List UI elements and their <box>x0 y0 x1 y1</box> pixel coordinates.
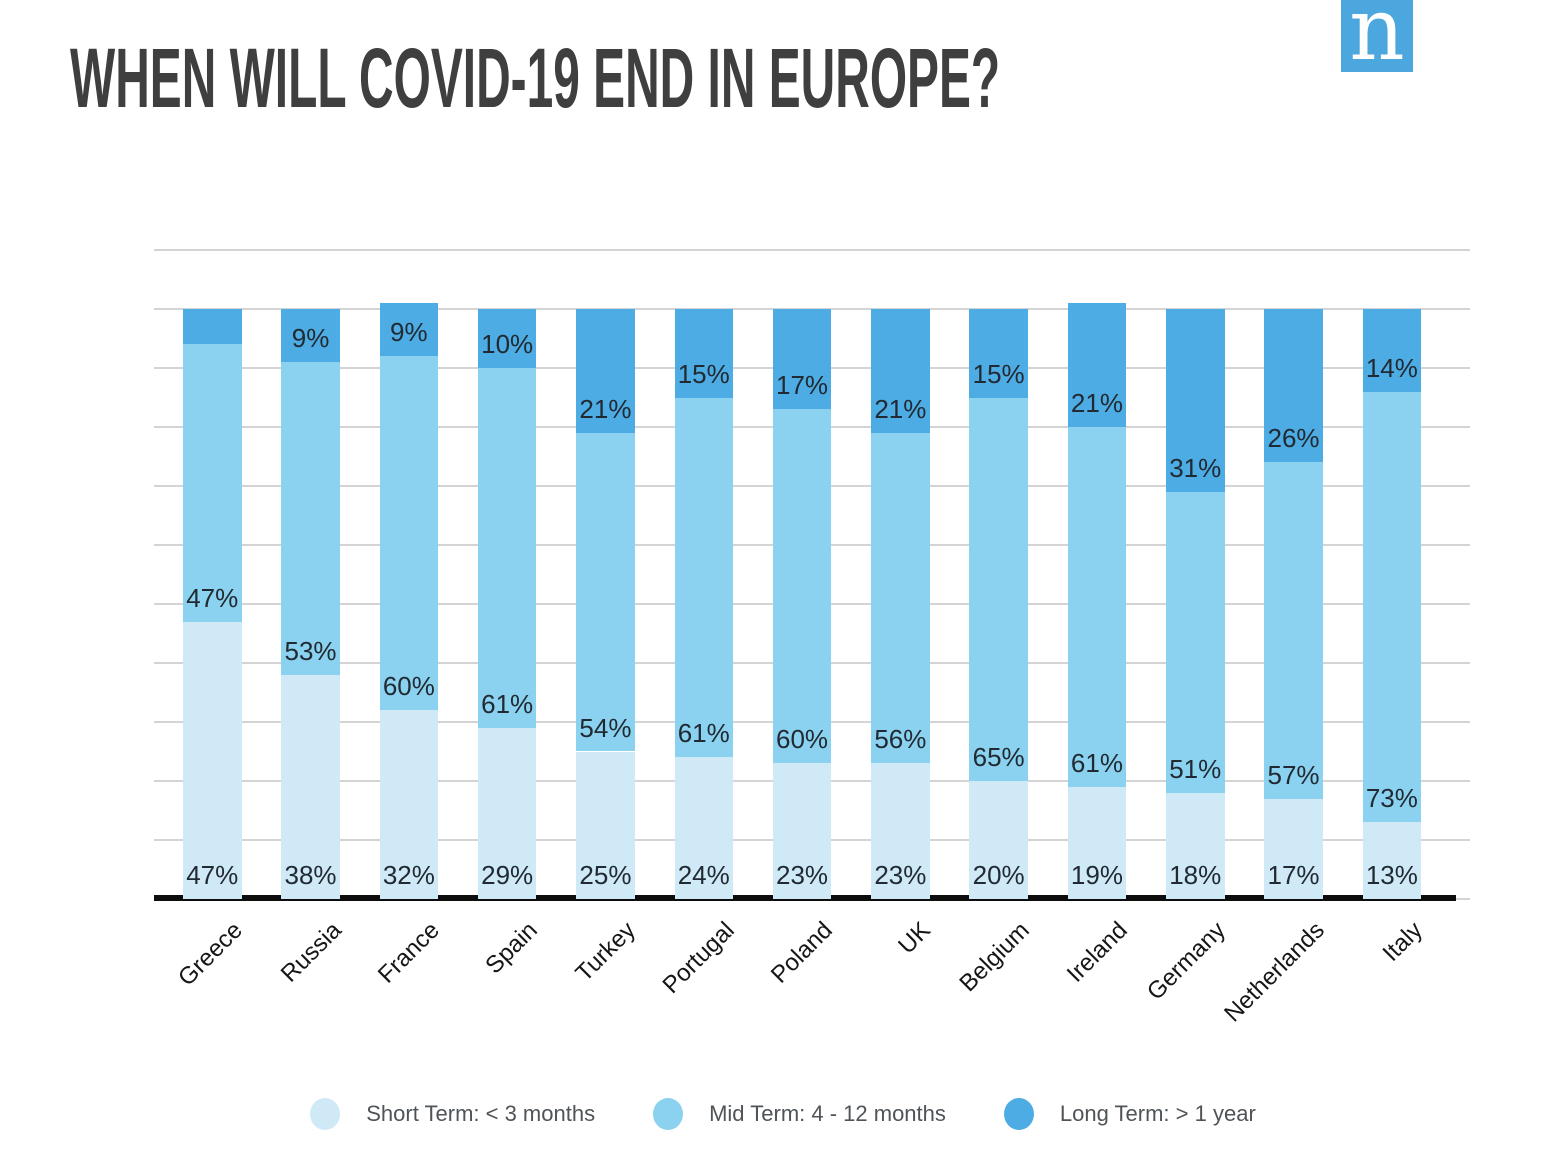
bar-segment-short <box>871 763 930 899</box>
value-label: 15% <box>677 358 730 389</box>
legend-label: Mid Term: 4 - 12 months <box>709 1101 946 1126</box>
value-label: 25% <box>579 860 632 890</box>
value-label: 21% <box>579 393 632 424</box>
legend-swatch-icon <box>310 1098 341 1130</box>
value-label: 54% <box>579 712 632 743</box>
legend-swatch-icon <box>1003 1098 1034 1130</box>
nielsen-logo: n <box>1341 0 1413 80</box>
bar-segment-mid <box>674 397 733 758</box>
bar-segment-long <box>576 309 635 433</box>
gridline <box>154 249 1470 251</box>
bar-segment-short <box>1362 822 1422 899</box>
value-label: 9% <box>390 317 428 348</box>
value-label: 14% <box>1365 352 1418 383</box>
value-label: 51% <box>1169 753 1222 784</box>
value-label: 61% <box>677 718 730 749</box>
value-label: 57% <box>1267 759 1320 790</box>
chart-legend: Short Term: < 3 months Mid Term: 4 - 12 m… <box>0 1092 1566 1136</box>
value-label: 24% <box>677 860 730 890</box>
bar-segment-long <box>477 309 537 368</box>
value-label: 31% <box>1169 452 1222 483</box>
bar-segment-short <box>1166 792 1225 899</box>
bar-segment-long <box>1067 303 1127 427</box>
bar-segment-short <box>183 621 242 899</box>
legend-item: Long Term: > 1 year <box>1003 1098 1256 1130</box>
bar-segment-long <box>1166 309 1225 492</box>
bar-segment-short <box>477 727 537 899</box>
value-label: 29% <box>481 860 534 890</box>
value-label: 53% <box>284 635 337 666</box>
bar-segment-mid <box>1362 391 1422 823</box>
bar-segment-long <box>183 309 242 345</box>
value-label: 26% <box>1267 423 1320 454</box>
bar-segment-mid <box>871 432 930 764</box>
bar-segment-mid <box>281 362 340 675</box>
value-label: 23% <box>874 860 927 890</box>
bar-segment-short <box>1067 786 1127 899</box>
value-label: 23% <box>776 860 829 890</box>
bar-segment-long <box>281 309 340 363</box>
value-label: 73% <box>1365 783 1418 814</box>
value-label: 47% <box>186 860 239 890</box>
bar-segment-mid <box>576 432 635 752</box>
bar-segment-short <box>379 710 439 899</box>
bar-segment-mid <box>969 397 1028 781</box>
legend-item: Mid Term: 4 - 12 months <box>653 1098 946 1130</box>
value-label: 20% <box>972 860 1025 890</box>
bar-segment-short <box>969 781 1028 899</box>
bar-segment-mid <box>379 356 439 711</box>
legend-item: Short Term: < 3 months <box>310 1098 595 1130</box>
value-label: 18% <box>1169 860 1222 890</box>
value-label: 21% <box>874 393 927 424</box>
bar-segment-short <box>576 751 635 899</box>
bar-segment-short <box>772 763 832 899</box>
value-label: 17% <box>776 370 829 401</box>
value-label: 47% <box>186 582 239 613</box>
page-title: WHEN WILL COVID-19 END IN EUROPE? <box>70 31 1001 125</box>
legend-label: Long Term: > 1 year <box>1059 1101 1256 1126</box>
bar-segment-short <box>1264 798 1323 899</box>
value-label: 9% <box>291 323 330 354</box>
value-label: 56% <box>874 724 927 755</box>
value-label: 19% <box>1070 860 1123 890</box>
value-label: 15% <box>972 358 1025 389</box>
bar-segment-long <box>772 309 832 410</box>
bar-segment-mid <box>1067 427 1127 787</box>
value-label: 17% <box>1267 860 1320 890</box>
nielsen-logo-letter: n <box>1349 0 1405 80</box>
bar-segment-mid <box>1166 491 1225 793</box>
value-label: 10% <box>481 329 534 359</box>
legend-label: Short Term: < 3 months <box>366 1101 596 1126</box>
value-label: 65% <box>972 742 1025 772</box>
value-label: 60% <box>776 724 829 755</box>
value-label: 21% <box>1070 388 1123 418</box>
bar-segment-short <box>674 757 733 899</box>
bar-segment-long <box>674 309 733 398</box>
bar-segment-long <box>1264 309 1323 463</box>
bar-segment-long <box>1362 309 1422 392</box>
bar-segment-long <box>871 309 930 433</box>
value-label: 13% <box>1365 860 1418 890</box>
bar-segment-short <box>281 674 340 899</box>
legend-swatch-icon <box>653 1098 684 1130</box>
value-label: 60% <box>382 671 435 702</box>
value-label: 32% <box>382 860 435 890</box>
bar-segment-mid <box>477 368 537 728</box>
bar-segment-long <box>969 309 1028 398</box>
bar-segment-mid <box>1264 462 1323 799</box>
bar-segment-mid <box>772 409 832 764</box>
value-label: 38% <box>284 860 337 890</box>
bar-segment-long <box>379 303 439 357</box>
value-label: 61% <box>1070 747 1123 778</box>
bar-segment-mid <box>183 344 242 622</box>
value-label: 61% <box>481 688 534 719</box>
